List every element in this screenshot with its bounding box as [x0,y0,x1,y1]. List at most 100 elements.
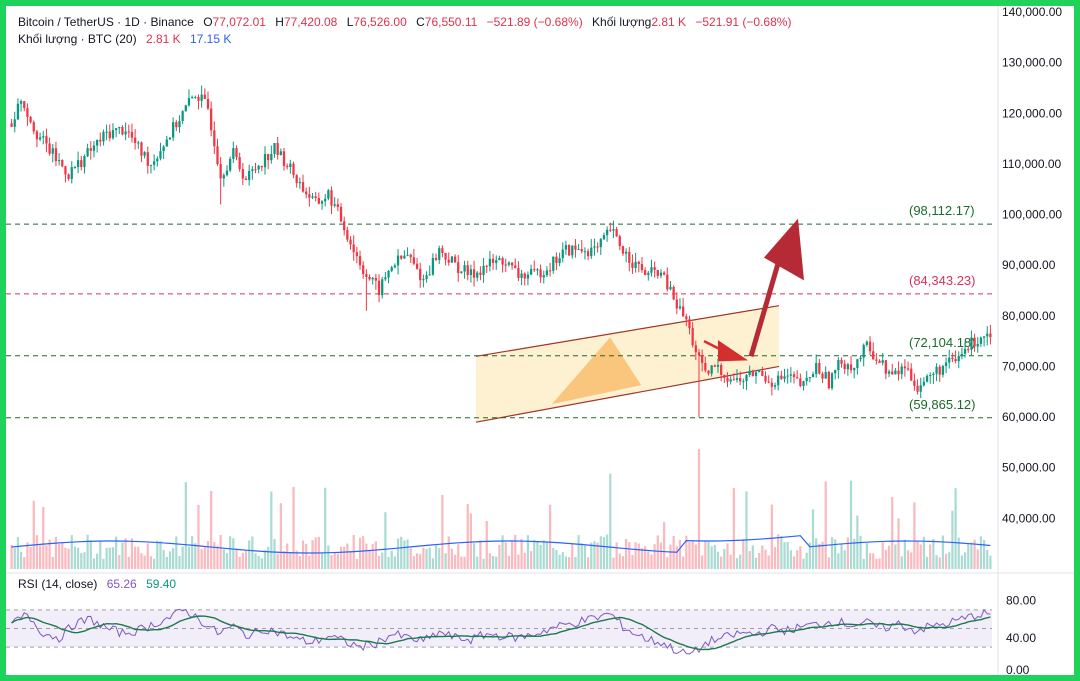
volume-bar [938,557,941,569]
volume-bar [54,536,58,569]
candle-body [289,163,292,168]
candle-body [599,239,602,248]
candle-body [450,256,454,263]
candle-body [216,146,219,165]
candle-body [770,382,773,387]
candle-body [675,299,678,309]
volume-bar [257,555,260,569]
price-tick-label: 70,000.00 [1002,359,1056,373]
candle-body [590,247,593,257]
candle-body [564,245,568,250]
candle-body [891,371,894,375]
candle-body [799,378,802,386]
candle-body [263,154,267,168]
candle-body [324,198,327,202]
rsi-ma-value: 59.40 [146,577,177,591]
candle-body [520,273,523,278]
volume-bar [124,538,127,569]
candle-body [701,355,704,363]
volume-bar [552,547,555,569]
volume-bar [906,550,910,569]
symbol-label[interactable]: Bitcoin / TetherUS · 1D · Binance [18,15,194,29]
volume-bar [903,539,906,569]
volume-bar [520,539,523,569]
candle-body [425,275,428,280]
volume-bar [780,536,783,569]
volume-bar [438,548,441,569]
candle-body [175,122,178,128]
volume-bar [628,542,631,569]
candle-body [327,190,330,199]
volume-bar [735,558,739,569]
volume-bar [175,536,178,569]
candle-body [292,163,295,176]
volume-bar [96,553,99,569]
candle-body [118,127,121,129]
low-value: L76,526.00 [346,15,407,29]
volume-bar [811,509,815,569]
volume-bar [536,541,539,569]
volume-bar [583,545,587,569]
volume-bar [548,504,552,569]
level-label: (84,343.23) [909,273,976,288]
candle-body [412,257,416,264]
candle-body [970,337,973,350]
volume-bar [64,547,67,569]
volume-bar [773,547,777,569]
volume-bar [777,534,780,569]
volume-bar [159,541,162,569]
candle-body [48,143,51,154]
candle-body [355,252,359,257]
rsi-label[interactable]: RSI (14, close) [18,577,98,591]
candle-body [935,366,938,374]
volume-bar [311,540,314,569]
candle-body [827,371,831,389]
volume-bar [441,494,444,569]
volume-bar [384,512,387,569]
candle-body [637,261,640,264]
candle-body [102,131,105,142]
candle-body [229,158,232,171]
candle-body [767,381,770,383]
volume-bar [875,558,878,569]
candle-body [792,374,796,378]
candle-body [561,249,564,259]
volume-bar [739,554,742,569]
candle-body [624,251,628,254]
candle-body [152,161,156,165]
volume-bar [517,554,520,569]
candle-body [441,248,444,253]
channel-lower-line [475,365,780,423]
volume-bar [225,553,229,569]
volume-series-label[interactable]: Khối lượng · BTC (20) [18,32,137,46]
volume-bar [872,553,875,569]
volume-bar [593,541,596,569]
volume-bar [564,556,568,569]
candle-body [162,146,165,152]
volume-bar [358,537,362,569]
candle-body [86,148,89,157]
volume-bar [944,553,948,569]
volume-bar [86,534,89,569]
high-value: H77,420.08 [275,15,338,29]
volume-bar [849,480,853,569]
candle-body [716,364,720,367]
volume-bar [409,548,412,569]
candle-body [900,366,903,375]
volume-bar [805,552,808,569]
volume-bar [853,538,856,569]
candle-body [35,131,39,140]
candle-body [577,249,580,251]
volume-bar [602,537,606,569]
volume-bar [396,538,400,569]
volume-bar [273,538,276,569]
chart-canvas[interactable]: 40,000.00 50,000.00 60,000.00 70,000.00 80,0… [6,6,1074,675]
candle-body [254,169,257,171]
candle-body [140,142,143,156]
candle-body [400,255,403,259]
volume-bar [644,546,647,569]
candle-body [453,256,457,263]
candle-body [824,371,827,379]
volume-bar [748,551,751,569]
volume-bar [244,550,248,569]
